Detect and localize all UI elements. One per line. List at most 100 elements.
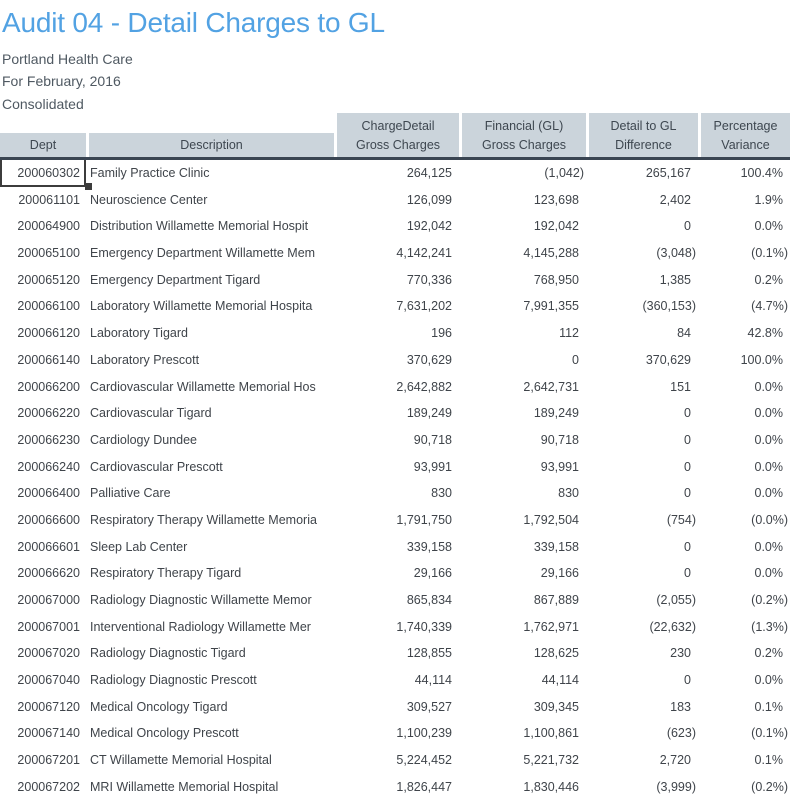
cell-variance[interactable]: (0.0%) [751, 512, 788, 527]
cell-dept[interactable]: 200067020 [17, 646, 80, 661]
cell-difference[interactable]: 0 [684, 406, 691, 421]
column-header-detail-to-gl-difference[interactable]: Detail to GL Difference [589, 113, 698, 157]
cell-description[interactable]: MRI Willamette Memorial Hospital [90, 779, 279, 794]
cell-dept[interactable]: 200066240 [17, 459, 80, 474]
cell-financial-gl[interactable]: 339,158 [533, 539, 579, 554]
cell-description[interactable]: Cardiovascular Prescott [90, 459, 223, 474]
cell-description[interactable]: Respiratory Therapy Tigard [90, 566, 242, 581]
cell-charge-detail[interactable]: 7,631,202 [396, 299, 452, 314]
cell-description[interactable]: Emergency Department Tigard [90, 272, 261, 287]
cell-difference[interactable]: 0 [684, 673, 691, 688]
cell-dept[interactable]: 200066100 [17, 299, 80, 314]
cell-dept[interactable]: 200066600 [17, 512, 80, 527]
cell-financial-gl[interactable]: 123,698 [533, 192, 579, 207]
cell-financial-gl[interactable]: 867,889 [533, 593, 579, 607]
cell-charge-detail[interactable]: 93,991 [413, 459, 452, 474]
cell-variance[interactable]: 100.4% [740, 166, 783, 180]
cell-description[interactable]: Distribution Willamette Memorial Hospit [90, 219, 309, 234]
cell-difference[interactable]: 230 [670, 646, 691, 661]
cell-financial-gl[interactable]: 90,718 [540, 432, 579, 447]
cell-variance[interactable]: 0.2% [754, 646, 784, 661]
cell-charge-detail[interactable]: 309,527 [406, 699, 452, 714]
cell-financial-gl[interactable]: 44,114 [541, 673, 579, 688]
cell-difference[interactable]: 1,385 [659, 272, 691, 287]
cell-charge-detail[interactable]: 1,791,750 [396, 512, 452, 527]
cell-dept[interactable]: 200066620 [17, 566, 80, 581]
cell-variance[interactable]: 0.2% [754, 272, 784, 287]
cell-difference[interactable]: (360,153) [642, 299, 696, 314]
cell-charge-detail[interactable]: 264,125 [406, 166, 452, 180]
cell-dept[interactable]: 200060302 [0, 160, 92, 190]
cell-charge-detail[interactable]: 1,100,239 [396, 726, 452, 741]
cell-financial-gl[interactable]: 1,762,971 [523, 619, 579, 634]
cell-description[interactable]: Radiology Diagnostic Prescott [90, 673, 257, 688]
cell-description[interactable]: Interventional Radiology Willamette Mer [90, 619, 311, 634]
cell-difference[interactable]: (22,632) [649, 619, 696, 634]
cell-description[interactable]: CT Willamette Memorial Hospital [90, 753, 272, 768]
cell-variance[interactable]: (0.2%) [751, 593, 788, 607]
cell-variance[interactable]: 0.1% [754, 753, 784, 768]
cell-dept[interactable]: 200065100 [17, 246, 80, 261]
cell-dept[interactable]: 200067000 [17, 593, 80, 607]
cell-variance[interactable]: (0.1%) [751, 726, 788, 741]
cell-charge-detail[interactable]: 5,224,452 [396, 753, 452, 768]
cell-difference[interactable]: 0 [684, 459, 691, 474]
cell-variance[interactable]: 0.0% [754, 379, 784, 394]
cell-description[interactable]: Radiology Diagnostic Willamette Memor [90, 593, 312, 607]
cell-dept[interactable]: 200065120 [17, 272, 80, 287]
cell-dept[interactable]: 200066120 [17, 326, 80, 341]
cell-description[interactable]: Cardiology Dundee [90, 432, 198, 447]
cell-difference[interactable]: 0 [684, 219, 691, 234]
cell-difference[interactable]: 2,402 [659, 192, 691, 207]
cell-variance[interactable]: 100.0% [740, 352, 783, 367]
column-header-percentage-variance[interactable]: Percentage Variance [701, 113, 790, 157]
cell-charge-detail[interactable]: 865,834 [406, 593, 452, 607]
cell-variance[interactable]: 0.0% [754, 459, 784, 474]
cell-charge-detail[interactable]: 1,826,447 [396, 779, 452, 794]
column-header-financial-gl-gross-charges[interactable]: Financial (GL) Gross Charges [462, 113, 586, 157]
cell-description[interactable]: Neuroscience Center [90, 192, 208, 207]
cell-financial-gl[interactable]: 1,830,446 [523, 779, 579, 794]
cell-description[interactable]: Sleep Lab Center [90, 539, 188, 554]
cell-description[interactable]: Laboratory Prescott [90, 352, 200, 367]
cell-financial-gl[interactable]: 93,991 [540, 459, 579, 474]
cell-variance[interactable]: 0.0% [754, 673, 784, 688]
cell-financial-gl[interactable]: 29,166 [540, 566, 579, 581]
cell-variance[interactable]: 0.0% [754, 406, 784, 421]
cell-financial-gl[interactable]: 192,042 [533, 219, 579, 234]
cell-financial-gl[interactable]: 309,345 [533, 699, 579, 714]
cell-charge-detail[interactable]: 192,042 [406, 219, 452, 234]
cell-dept[interactable]: 200061101 [18, 192, 80, 207]
cell-description[interactable]: Medical Oncology Prescott [90, 726, 239, 741]
cell-dept[interactable]: 200067202 [17, 779, 80, 794]
cell-difference[interactable]: (754) [666, 512, 696, 527]
cell-charge-detail[interactable]: 770,336 [406, 272, 452, 287]
cell-difference[interactable]: 370,629 [645, 352, 691, 367]
cell-financial-gl[interactable]: 189,249 [533, 406, 579, 421]
cell-variance[interactable]: (0.2%) [751, 779, 788, 794]
cell-dept[interactable]: 200067001 [17, 619, 80, 634]
cell-charge-detail[interactable]: 2,642,882 [396, 379, 452, 394]
cell-difference[interactable]: 0 [684, 539, 691, 554]
cell-financial-gl[interactable]: 1,100,861 [523, 726, 579, 741]
cell-difference[interactable]: 151 [670, 379, 691, 394]
cell-charge-detail[interactable]: 29,166 [413, 566, 452, 581]
cell-charge-detail[interactable]: 128,855 [406, 646, 452, 661]
column-header-dept[interactable]: Dept [0, 133, 86, 157]
cell-difference[interactable]: 84 [677, 326, 691, 341]
cell-description[interactable]: Laboratory Tigard [90, 326, 188, 341]
cell-difference[interactable]: (3,048) [656, 246, 696, 261]
cell-difference[interactable]: 0 [684, 432, 691, 447]
cell-charge-detail[interactable]: 44,114 [414, 673, 452, 688]
cell-financial-gl[interactable]: 2,642,731 [523, 379, 579, 394]
cell-financial-gl[interactable]: 7,991,355 [523, 299, 579, 314]
cell-dept[interactable]: 200066220 [17, 406, 80, 421]
cell-difference[interactable]: 0 [684, 486, 691, 501]
cell-variance[interactable]: 0.0% [754, 566, 784, 581]
cell-charge-detail[interactable]: 339,158 [406, 539, 452, 554]
cell-difference[interactable]: 183 [670, 699, 691, 714]
cell-charge-detail[interactable]: 196 [431, 326, 452, 341]
cell-charge-detail[interactable]: 90,718 [413, 432, 452, 447]
selection-fill-handle[interactable] [85, 182, 92, 190]
cell-dept[interactable]: 200067140 [17, 726, 80, 741]
